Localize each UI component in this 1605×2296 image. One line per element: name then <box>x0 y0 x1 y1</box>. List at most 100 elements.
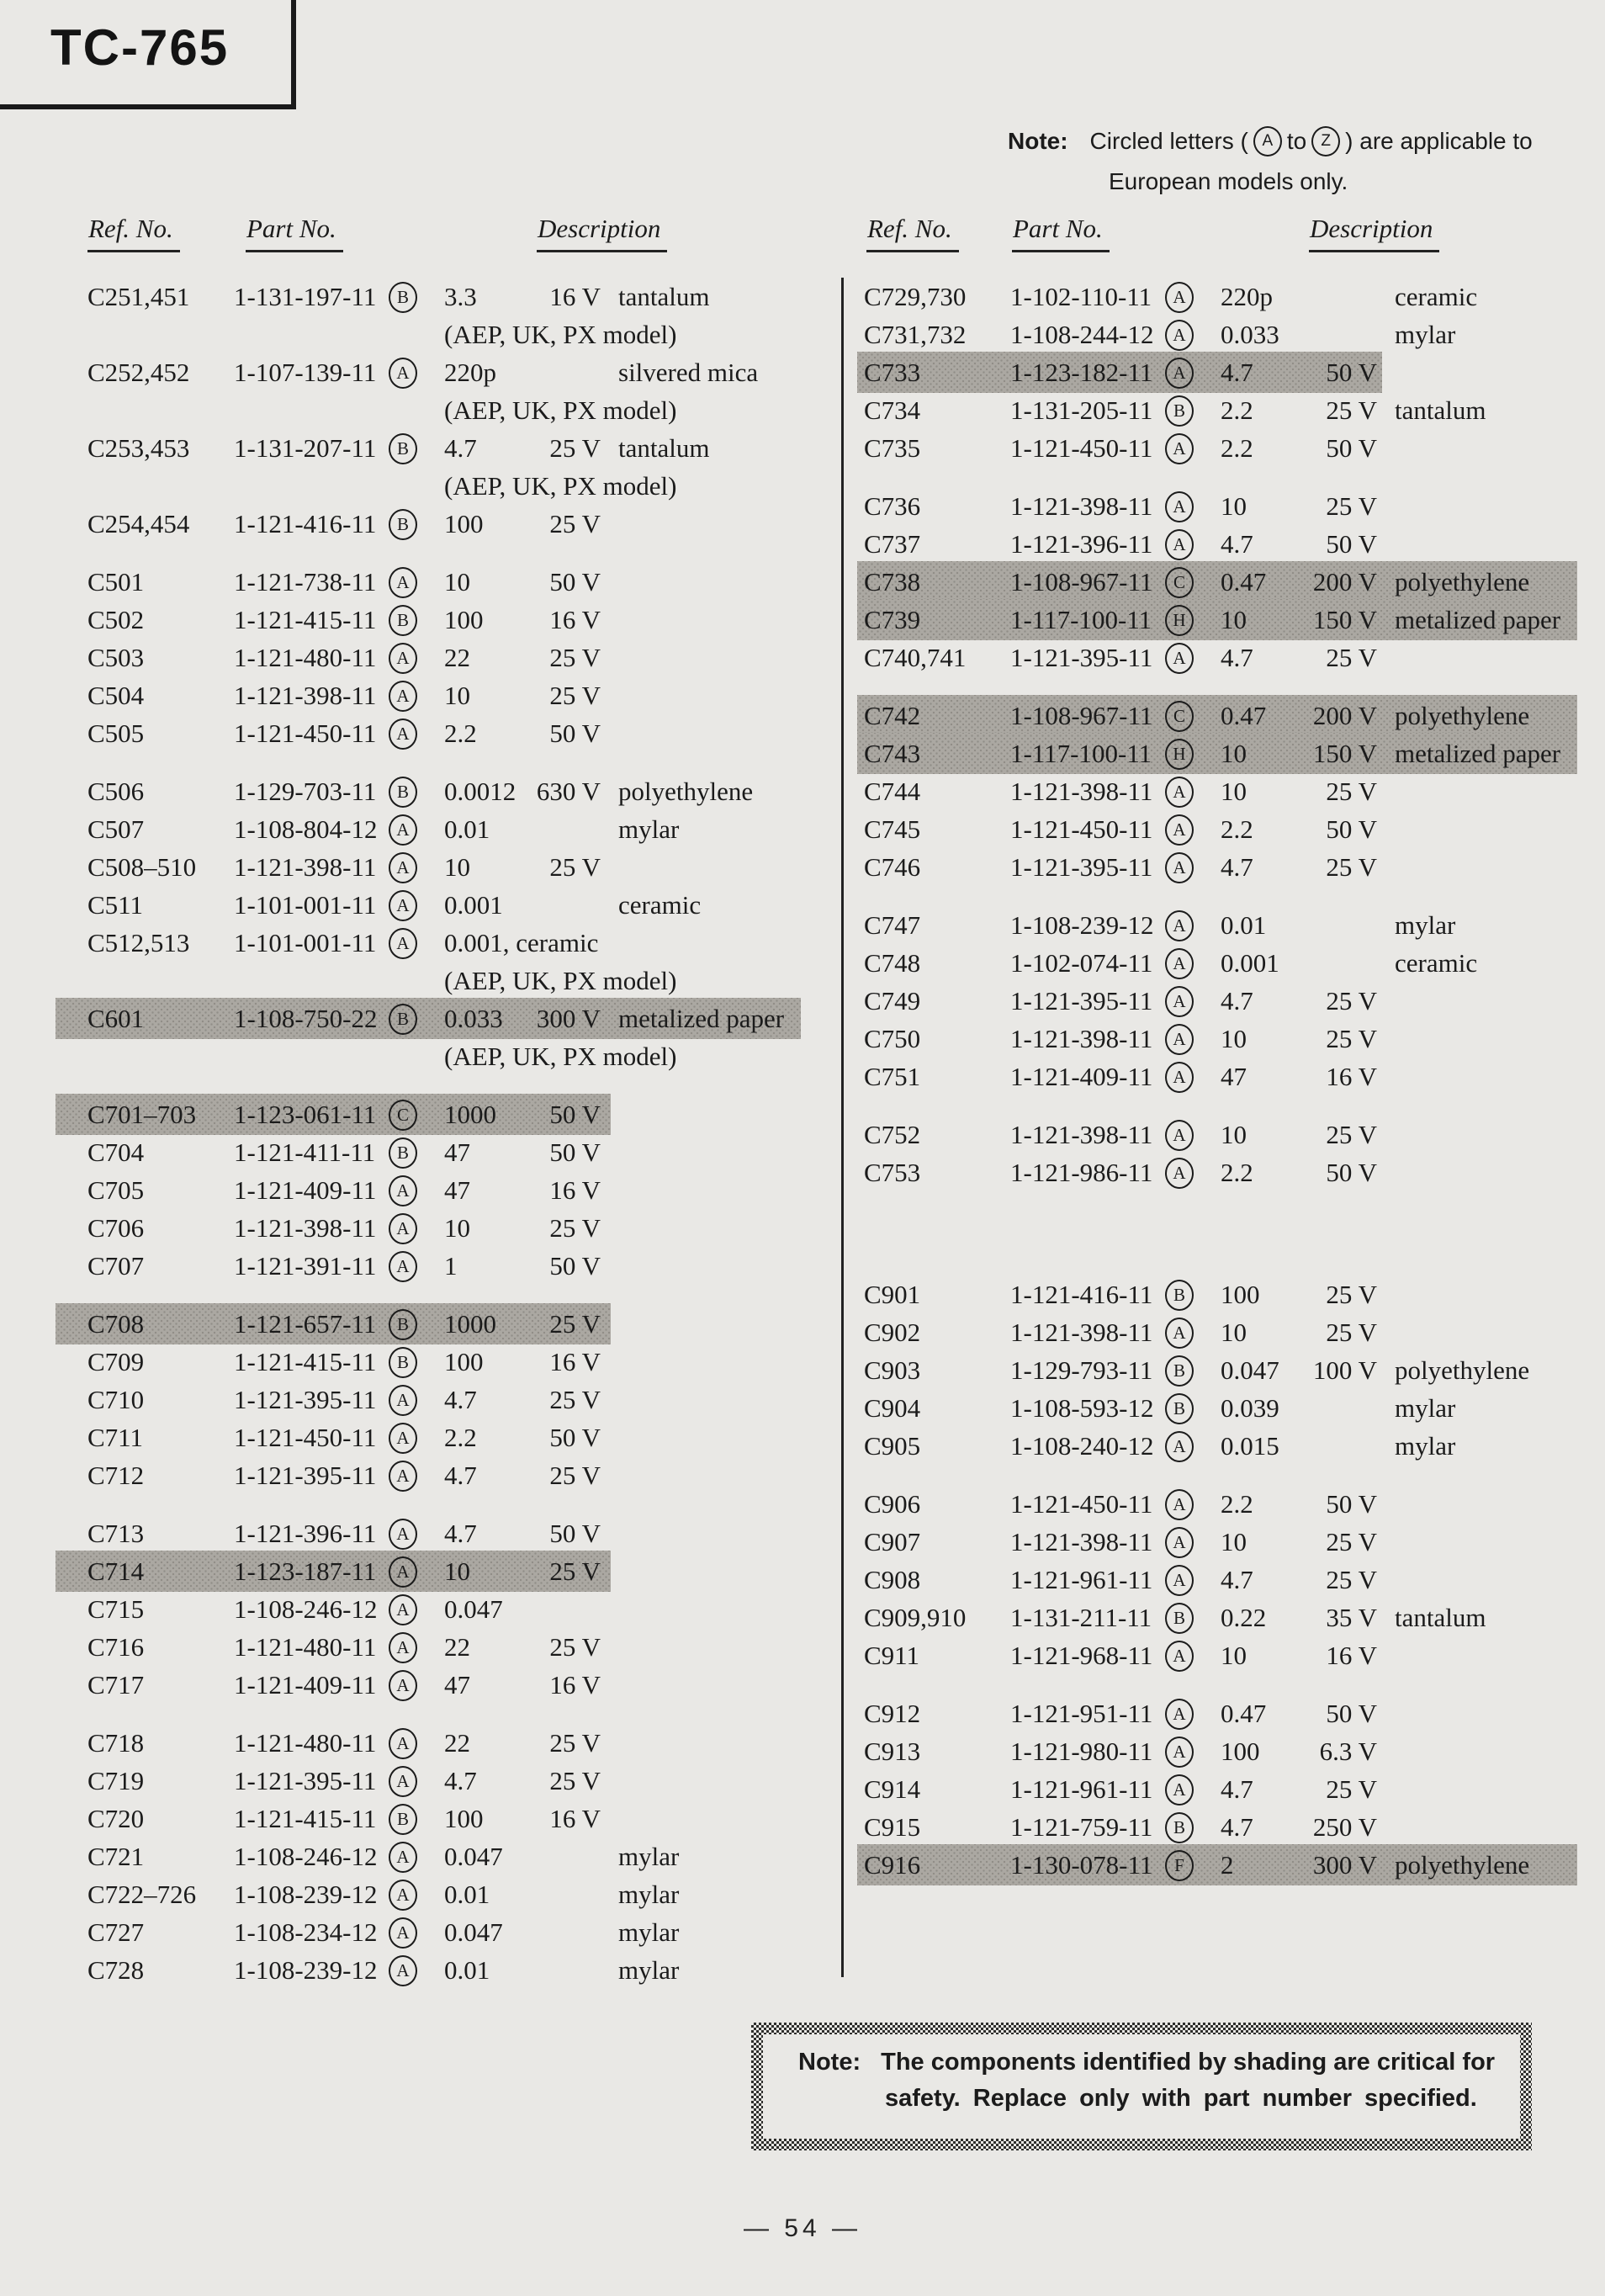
part-no: 1-108-750-22 <box>234 1004 378 1033</box>
voltage-rating: 25 V <box>1326 852 1377 882</box>
voltage-rating: 150 V <box>1312 739 1377 768</box>
capacitance-value: 10 <box>444 852 470 882</box>
ref-no: C722–726 <box>87 1880 197 1909</box>
part-no: 1-121-395-11 <box>1010 852 1153 882</box>
part-no: 1-121-961-11 <box>1010 1565 1153 1594</box>
part-no: 1-108-239-12 <box>1010 910 1154 940</box>
circled-letter-icon: A <box>1165 814 1194 846</box>
table-row: C903 1-129-793-11 B 0.047 100 V polyethylene <box>864 1351 1604 1389</box>
ref-no: C731,732 <box>864 320 967 349</box>
ref-no: C905 <box>864 1431 921 1461</box>
column-gap <box>864 1191 1604 1275</box>
part-no: 1-123-182-11 <box>1010 358 1153 387</box>
ref-no: C707 <box>87 1251 145 1281</box>
voltage-rating: 50 V <box>549 1519 601 1548</box>
part-no: 1-108-244-12 <box>1010 320 1154 349</box>
circled-letter-icon: A <box>389 1670 417 1701</box>
part-no: 1-121-480-11 <box>234 1728 377 1758</box>
model-applicability-note: (AEP, UK, PX model) <box>444 966 677 995</box>
capacitance-value: 4.7 <box>444 1519 477 1548</box>
table-row: C914 1-121-961-11 A 4.7 25 V <box>864 1770 1604 1808</box>
voltage-rating: 25 V <box>549 1728 601 1758</box>
part-no: 1-121-398-11 <box>1010 777 1153 806</box>
circled-letter-icon: A <box>389 1213 417 1244</box>
ref-no: C901 <box>864 1280 921 1309</box>
voltage-rating: 25 V <box>549 1632 601 1662</box>
ref-no: C727 <box>87 1917 145 1947</box>
ref-no: C711 <box>87 1423 144 1452</box>
voltage-rating: 16 V <box>549 282 601 311</box>
voltage-rating: 50 V <box>549 1137 601 1167</box>
circled-letter-icon: B <box>389 509 417 540</box>
capacitance-value: 2.2 <box>444 1423 477 1452</box>
capacitance-value: 10 <box>1221 1641 1247 1670</box>
circled-letter-icon: A <box>389 681 417 712</box>
circled-letter-icon: C <box>1165 701 1194 732</box>
circled-letter-icon: A <box>389 852 417 883</box>
circled-letter-icon: A <box>1165 1158 1194 1189</box>
column-gap <box>87 1494 828 1514</box>
table-row: C740,741 1-121-395-11 A 4.7 25 V <box>864 639 1604 676</box>
table-row: C911 1-121-968-11 A 10 16 V <box>864 1636 1604 1674</box>
description: mylar <box>618 1955 680 1985</box>
voltage-rating: 25 V <box>549 1309 601 1339</box>
description: silvered mica <box>618 358 759 387</box>
ref-no: C709 <box>87 1347 145 1376</box>
circled-letter-icon: B <box>389 1137 417 1169</box>
safety-note-text1: The components identified by shading are… <box>881 2049 1496 2076</box>
table-row: C511 1-101-001-11 A 0.001 ceramic <box>87 886 828 924</box>
ref-no: C751 <box>864 1062 921 1091</box>
circled-letter-icon: A <box>389 814 417 846</box>
part-no: 1-121-391-11 <box>234 1251 377 1281</box>
table-row: C720 1-121-415-11 B 100 16 V <box>87 1800 828 1837</box>
capacitance-value: 4.7 <box>1221 358 1253 387</box>
circled-letters-note-line1: Note: Circled letters ( A to Z ) are app… <box>1008 126 1533 156</box>
part-no: 1-131-207-11 <box>234 433 377 463</box>
circled-letter-icon: A <box>1165 1024 1194 1055</box>
voltage-rating: 50 V <box>549 1423 601 1452</box>
capacitance-value: 22 <box>444 643 470 672</box>
table-row: C708 1-121-657-11 B 1000 25 V <box>56 1303 828 1344</box>
circled-letter-icon: A <box>1165 1062 1194 1093</box>
capacitance-value: 0.47 <box>1221 567 1267 597</box>
part-no: 1-121-409-11 <box>234 1175 377 1205</box>
table-row: C737 1-121-396-11 A 4.7 50 V <box>864 525 1604 563</box>
voltage-rating: 50 V <box>549 567 601 597</box>
capacitance-value: 220p <box>444 358 496 387</box>
description: metalized paper <box>1395 739 1561 768</box>
voltage-rating: 16 V <box>549 1175 601 1205</box>
part-no: 1-121-395-11 <box>234 1766 377 1795</box>
part-no: 1-121-395-11 <box>1010 986 1153 1015</box>
description: mylar <box>1395 1431 1456 1461</box>
circled-letter-icon: A <box>1165 1699 1194 1730</box>
ref-no: C739 <box>864 605 921 634</box>
table-row: C710 1-121-395-11 A 4.7 25 V <box>87 1381 828 1418</box>
capacitance-value: 4.7 <box>444 433 477 463</box>
voltage-rating: 16 V <box>549 1804 601 1833</box>
circled-letter-icon: A <box>389 1519 417 1550</box>
ref-no: C912 <box>864 1699 921 1728</box>
circled-letter-icon: A <box>389 1766 417 1797</box>
voltage-rating: 25 V <box>1326 491 1377 521</box>
table-row: C501 1-121-738-11 A 10 50 V <box>87 563 828 601</box>
capacitance-value: 0.001, ceramic <box>444 928 599 957</box>
part-no: 1-121-398-11 <box>1010 1527 1153 1556</box>
column-gap <box>87 543 828 563</box>
part-no: 1-121-450-11 <box>1010 814 1153 844</box>
ref-no: C601 <box>87 1004 145 1033</box>
table-row: C503 1-121-480-11 A 22 25 V <box>87 639 828 676</box>
ref-no: C748 <box>864 948 921 978</box>
safety-note-line2: safety. Replace only with part number sp… <box>885 2085 1477 2112</box>
part-no: 1-108-593-12 <box>1010 1393 1154 1423</box>
ref-no: C747 <box>864 910 921 940</box>
circled-letter-icon: A <box>1165 433 1194 464</box>
part-no: 1-121-415-11 <box>234 1347 377 1376</box>
capacitance-value: 0.01 <box>1221 910 1267 940</box>
capacitance-value: 0.01 <box>444 1955 490 1985</box>
voltage-rating: 16 V <box>549 1670 601 1699</box>
ref-no: C753 <box>864 1158 921 1187</box>
circled-letter-icon: A <box>389 1955 417 1986</box>
ref-no: C701–703 <box>87 1100 197 1129</box>
capacitance-value: 10 <box>444 567 470 597</box>
capacitance-value: 22 <box>444 1632 470 1662</box>
